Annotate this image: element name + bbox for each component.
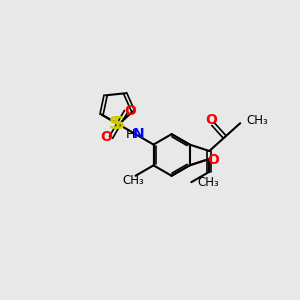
Text: CH₃: CH₃ [122,174,144,187]
Text: O: O [100,130,112,144]
Text: O: O [205,113,217,127]
Text: N: N [133,127,144,141]
Text: H: H [126,128,135,141]
Text: S: S [112,116,124,134]
Text: O: O [125,104,136,118]
Text: O: O [208,153,219,167]
Text: CH₃: CH₃ [198,176,220,189]
Text: CH₃: CH₃ [246,114,268,128]
Text: S: S [108,116,120,134]
